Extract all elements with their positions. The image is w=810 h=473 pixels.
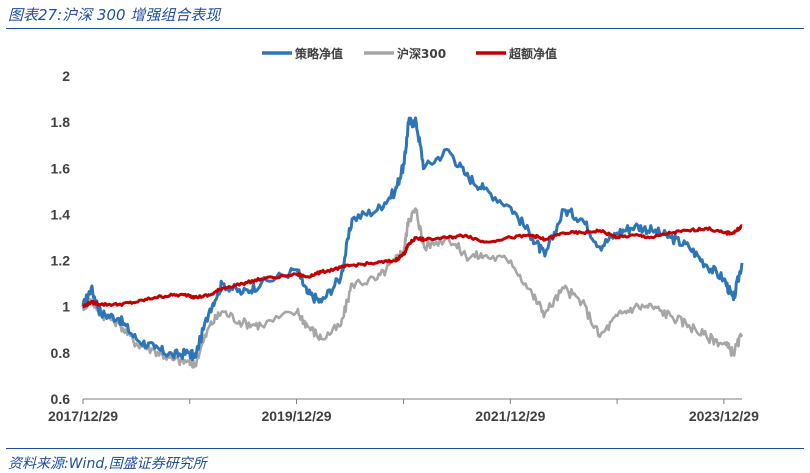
top-rule xyxy=(6,28,804,29)
source-note: 资料来源:Wind,国盛证券研究所 xyxy=(8,456,207,472)
bottom-rule xyxy=(6,448,804,449)
legend-label: 策略净值 xyxy=(295,46,343,61)
x-axis: 2017/12/29 2019/12/29 2021/12/29 2023/12/29 xyxy=(48,398,759,424)
y-axis: 0.6 0.8 1 1.2 1.4 1.6 1.8 2 xyxy=(51,68,71,407)
plot-area xyxy=(81,116,744,369)
y-tick-label: 1.4 xyxy=(51,206,71,222)
legend-label: 沪深300 xyxy=(397,46,446,61)
figure-title: 图表27:沪深 300 增强组合表现 xyxy=(8,6,221,24)
y-tick-label: 0.8 xyxy=(51,345,71,361)
legend-label: 超额净值 xyxy=(508,46,557,61)
x-tick-label: 2023/12/29 xyxy=(689,408,759,424)
y-tick-label: 1.6 xyxy=(51,160,71,176)
series-line-1 xyxy=(81,207,744,369)
series-line-2 xyxy=(82,224,743,309)
y-tick-label: 1.2 xyxy=(51,253,71,269)
y-tick-label: 2 xyxy=(62,68,70,84)
y-tick-label: 0.6 xyxy=(51,391,71,407)
x-tick-label: 2019/12/29 xyxy=(261,408,331,424)
x-tick-label: 2017/12/29 xyxy=(48,408,118,424)
y-tick-label: 1.8 xyxy=(51,114,71,130)
legend: 策略净值 沪深300 超额净值 xyxy=(262,46,557,61)
x-tick-label: 2021/12/29 xyxy=(475,408,545,424)
series-line-0 xyxy=(81,116,744,362)
y-tick-label: 1 xyxy=(62,299,70,315)
